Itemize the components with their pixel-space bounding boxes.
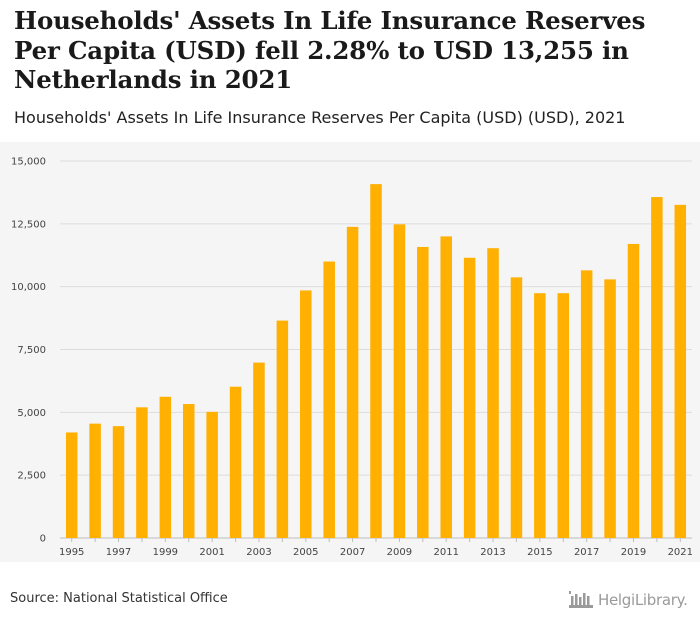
chart-area: 0 2,500 5,000 7,500 10,000 12,500 15,000 1995 1… <box>0 142 700 562</box>
x-tick-label: 2009 <box>387 547 412 558</box>
bar-2005[interactable] <box>300 290 312 538</box>
bar-2004[interactable] <box>276 320 289 538</box>
y-tick-label: 12,500 <box>11 219 46 230</box>
y-axis-ticks: 0 2,500 5,000 7,500 10,000 12,500 15,000 <box>11 157 46 545</box>
x-tick-label: 2005 <box>293 547 318 558</box>
bar-2020[interactable] <box>651 197 663 538</box>
y-tick-label: 0 <box>40 534 46 545</box>
bar-2010[interactable] <box>417 246 429 538</box>
bar-2018[interactable] <box>604 279 616 538</box>
bar-2002[interactable] <box>229 386 242 538</box>
x-tick-label: 2015 <box>527 547 552 558</box>
chart-title: Households' Assets In Life Insurance Res… <box>14 6 646 94</box>
bar-2017[interactable] <box>580 270 593 538</box>
bar-2007[interactable] <box>346 226 359 538</box>
bar-2021[interactable] <box>674 204 687 538</box>
bar-2016[interactable] <box>557 293 570 538</box>
bar-1995[interactable] <box>65 432 78 538</box>
x-tick-label: 2007 <box>340 547 365 558</box>
bar-1997[interactable] <box>112 426 125 538</box>
bar-1998[interactable] <box>136 407 148 538</box>
bar-2003[interactable] <box>253 362 265 538</box>
x-tick-label: 1997 <box>106 547 131 558</box>
helgi-library-logo[interactable]: HelgiLibrary. <box>568 588 688 612</box>
bar-1996[interactable] <box>89 423 101 538</box>
x-tick-label: 2001 <box>199 547 224 558</box>
x-tick-label: 1995 <box>59 547 84 558</box>
bar-2001[interactable] <box>206 411 218 538</box>
bars <box>65 184 687 538</box>
bar-2013[interactable] <box>487 248 499 538</box>
bar-2008[interactable] <box>370 184 382 538</box>
bar-2009[interactable] <box>393 224 406 538</box>
bar-2011[interactable] <box>440 236 452 538</box>
y-tick-label: 15,000 <box>11 157 46 168</box>
x-axis-ticks: 1995 1997 1999 2001 2003 2005 2007 2009 2011 2013… <box>59 538 693 558</box>
y-tick-label: 2,500 <box>17 471 46 482</box>
y-tick-label: 5,000 <box>17 408 46 419</box>
bar-2000[interactable] <box>182 404 195 538</box>
bar-2019[interactable] <box>627 243 640 538</box>
bar-2006[interactable] <box>323 261 335 538</box>
x-tick-label: 2011 <box>433 547 458 558</box>
y-tick-label: 7,500 <box>17 345 46 356</box>
bar-1999[interactable] <box>159 396 172 538</box>
x-tick-label: 2003 <box>246 547 271 558</box>
library-icon <box>569 591 593 608</box>
source-note: Source: National Statistical Office <box>10 591 228 606</box>
x-tick-label: 2013 <box>480 547 505 558</box>
x-tick-label: 2019 <box>621 547 646 558</box>
x-tick-label: 1999 <box>153 547 178 558</box>
chart-subtitle: Households' Assets In Life Insurance Res… <box>14 108 626 127</box>
bar-2014[interactable] <box>510 277 523 538</box>
bar-2015[interactable] <box>534 293 546 538</box>
logo-text: HelgiLibrary. <box>598 591 688 609</box>
x-tick-label: 2017 <box>574 547 599 558</box>
y-tick-label: 10,000 <box>11 282 46 293</box>
x-tick-label: 2021 <box>668 547 693 558</box>
bar-2012[interactable] <box>463 257 476 538</box>
